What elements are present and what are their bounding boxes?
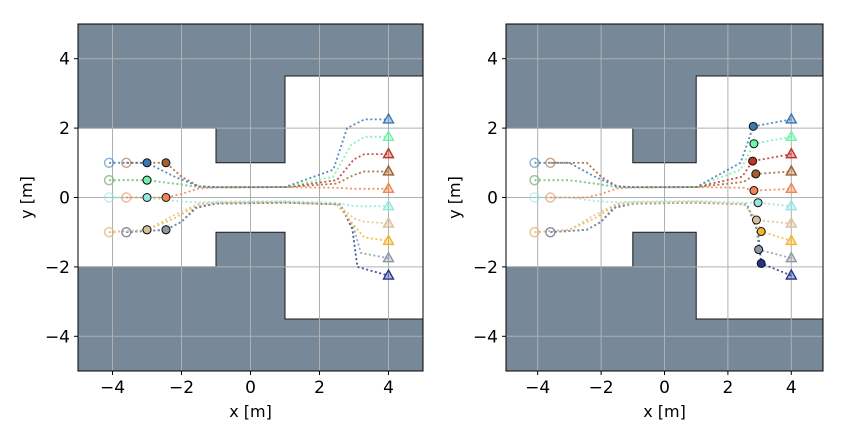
start-marker xyxy=(529,226,540,238)
agent-position xyxy=(749,139,759,149)
y-tick-label: 2 xyxy=(487,119,498,139)
trajectory-line xyxy=(126,161,389,188)
trajectory-line xyxy=(109,200,389,234)
plot-content xyxy=(506,24,823,371)
x-tick-label: 0 xyxy=(245,378,256,398)
goal-marker xyxy=(382,268,395,280)
trajectory-line xyxy=(109,153,389,189)
agent-position xyxy=(756,227,766,237)
goal-marker xyxy=(785,233,798,246)
trajectory-line xyxy=(550,186,792,199)
x-tick-label: −2 xyxy=(589,378,614,398)
goal-marker xyxy=(785,216,798,228)
goal-marker xyxy=(382,129,395,141)
x-tick-label: 4 xyxy=(383,378,394,398)
goal-marker xyxy=(785,129,798,141)
agent-position xyxy=(142,225,152,235)
start-marker xyxy=(545,157,556,169)
agent-position xyxy=(751,169,761,179)
y-axis-label: y [m] xyxy=(17,176,36,219)
x-tick-label: −2 xyxy=(169,378,194,398)
start-marker xyxy=(529,174,540,186)
agent-position xyxy=(142,193,152,202)
x-tick-label: 0 xyxy=(659,378,670,398)
agent-position xyxy=(751,215,761,225)
x-tick-label: −4 xyxy=(100,378,125,398)
goal-marker xyxy=(382,164,395,176)
goal-marker xyxy=(382,112,395,124)
agent-position xyxy=(161,225,171,235)
goal-marker xyxy=(382,147,395,159)
agent-position xyxy=(161,158,171,168)
agent-position xyxy=(756,258,766,268)
start-marker xyxy=(121,192,132,203)
start-marker xyxy=(103,226,115,238)
start-marker xyxy=(545,226,556,238)
agent-position xyxy=(142,175,152,185)
agent-position xyxy=(748,121,758,131)
trajectory-line xyxy=(126,186,389,199)
goal-marker xyxy=(382,199,395,211)
y-tick-label: −4 xyxy=(45,327,70,347)
left-chart: −4 −2 0 2 4 −4 −2 0 2 4 x [m] y [m] xyxy=(17,23,424,421)
trajectory-line xyxy=(534,153,792,189)
goal-marker xyxy=(382,181,395,194)
goal-marker xyxy=(785,251,798,263)
goal-marker xyxy=(785,164,798,176)
start-marker xyxy=(103,192,115,203)
goal-marker xyxy=(382,216,395,228)
y-tick-label: 4 xyxy=(487,50,498,70)
x-tick-label: −4 xyxy=(525,378,550,398)
plot-content xyxy=(78,24,423,371)
y-tick-label: −2 xyxy=(473,258,498,278)
agent-position xyxy=(753,198,763,208)
y-tick-label: 2 xyxy=(59,119,70,139)
x-axis-label: x [m] xyxy=(229,402,272,421)
y-tick-label: 4 xyxy=(59,50,70,70)
agent-position xyxy=(749,186,759,196)
start-marker xyxy=(103,174,115,186)
start-marker xyxy=(121,226,132,238)
start-marker xyxy=(529,157,540,169)
y-axis-label: y [m] xyxy=(445,176,464,219)
right-chart: −4 −2 0 2 4 −4 −2 0 2 4 x [m] y [m] xyxy=(445,23,824,421)
y-tick-label: −4 xyxy=(473,327,498,347)
start-marker xyxy=(121,157,132,169)
goal-marker xyxy=(785,147,798,159)
goal-marker xyxy=(785,181,798,194)
goal-marker xyxy=(785,268,798,280)
x-tick-label: 2 xyxy=(722,378,733,398)
y-tick-label: 0 xyxy=(59,189,70,209)
goal-marker xyxy=(785,199,798,211)
trajectory-line xyxy=(126,201,389,260)
trajectory-line xyxy=(534,200,792,234)
start-marker xyxy=(103,157,115,169)
start-marker xyxy=(545,192,556,203)
y-tick-label: −2 xyxy=(45,258,70,278)
y-tick-label: 0 xyxy=(487,189,498,209)
goal-marker xyxy=(382,251,395,263)
agent-position xyxy=(161,193,171,202)
agent-position xyxy=(142,158,152,168)
x-tick-label: 2 xyxy=(314,378,325,398)
trajectory-line xyxy=(534,118,792,188)
goal-marker xyxy=(382,233,395,246)
agent-position xyxy=(754,245,764,255)
x-axis-label: x [m] xyxy=(643,402,686,421)
goal-marker xyxy=(785,112,798,124)
start-marker xyxy=(529,192,540,203)
x-tick-label: 4 xyxy=(786,378,797,398)
agent-position xyxy=(748,156,758,166)
